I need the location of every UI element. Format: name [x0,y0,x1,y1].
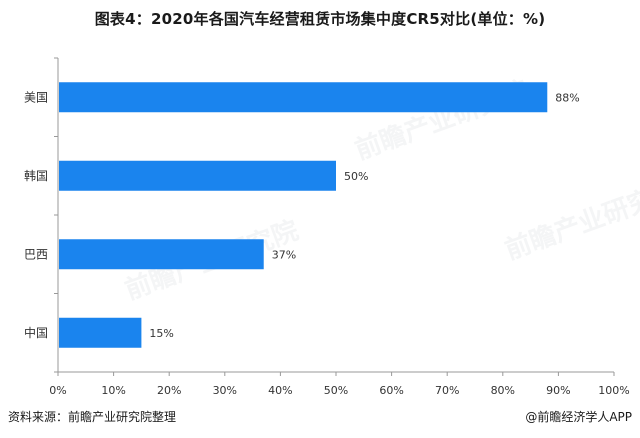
bar [59,160,336,191]
category-label: 中国 [24,325,48,340]
brand-credit: @前瞻经济学人APP [525,410,632,424]
x-tick-label: 70% [435,384,459,397]
x-tick-label: 50% [324,384,348,397]
value-label: 37% [272,248,296,261]
x-tick-label: 0% [49,384,66,397]
x-tick-label: 20% [157,384,181,397]
x-tick-label: 60% [379,384,403,397]
value-label: 15% [149,327,173,340]
value-label: 88% [555,91,579,104]
x-tick-label: 100% [598,384,629,397]
bar [59,317,142,348]
source-note: 资料来源：前瞻产业研究院整理 [8,410,177,424]
chart-title: 图表4：2020年各国汽车经营租赁市场集中度CR5对比(单位：%) [94,10,546,28]
x-tick-label: 40% [268,384,292,397]
bar-chart: 0% 10% 20% 30% 40% 50% 60% 70% 80% 90% 100% 美国 88% 韩国… [24,57,630,397]
category-label: 巴西 [24,247,48,261]
category-label: 韩国 [24,168,48,183]
x-tick-label: 90% [546,384,570,397]
footer: 资料来源：前瞻产业研究院整理 @前瞻经济学人APP [0,408,640,430]
x-tick-label: 80% [491,384,515,397]
bar [59,82,548,113]
x-tick-label: 30% [213,384,237,397]
x-tick-label: 10% [101,384,125,397]
category-label: 美国 [24,90,48,104]
value-label: 50% [344,170,368,183]
bar [59,239,264,270]
